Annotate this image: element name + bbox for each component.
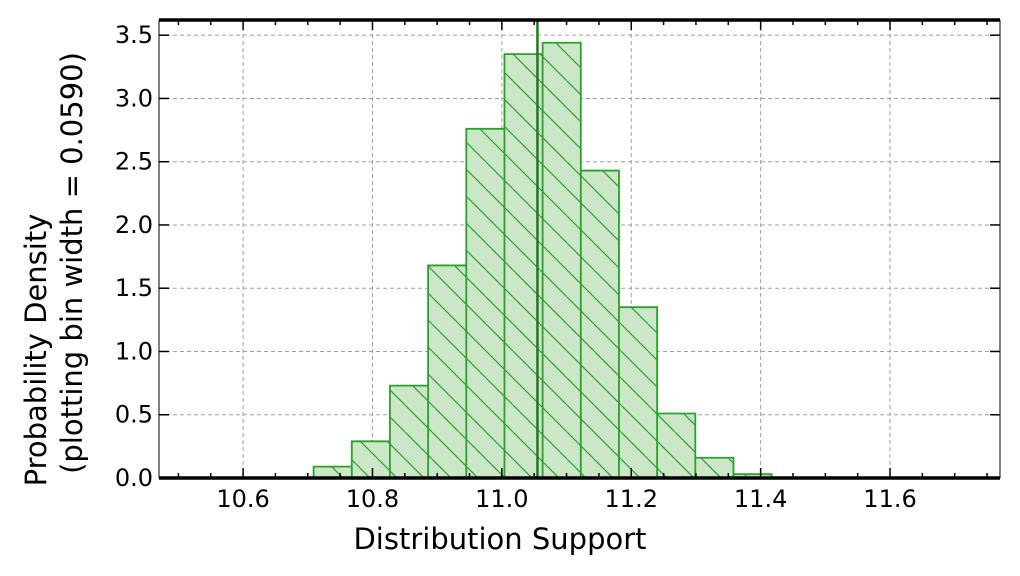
y-tick-label: 1.5 [115,274,153,302]
histogram-bar-hatch [351,441,390,478]
histogram-bar-hatch [542,42,581,478]
y-tick-label: 1.0 [115,337,153,365]
histogram-bar-hatch [389,385,429,478]
y-tick-label: 0.0 [115,464,153,492]
histogram-bar-hatch [428,265,467,478]
histogram-bar-hatch [618,307,658,478]
histogram-bars [312,41,773,478]
x-tick-label: 11.2 [605,485,658,513]
x-tick-label: 11.4 [734,485,787,513]
histogram-bar-hatch [695,457,734,478]
histogram-bar-hatch [657,413,696,478]
x-axis-ticks: 10.6 10.8 11.0 11.2 11.4 11.6 [177,20,988,513]
histogram-bar-hatch [580,170,619,478]
y-tick-label: 3.0 [115,84,153,112]
x-tick-label: 11.0 [475,485,528,513]
y-axis-title-line1: Probability Density [19,214,53,487]
x-axis-title: Distribution Support [353,522,646,556]
histogram-bar-hatch [733,474,772,478]
histogram-bar-hatch [313,466,352,478]
x-tick-label: 10.6 [216,485,269,513]
y-tick-label: 2.5 [115,148,153,176]
histogram-outline [312,41,773,478]
histogram-bar-hatch [466,128,505,478]
x-tick-label: 10.8 [346,485,399,513]
y-axis-ticks: 0.0 0.5 1.0 1.5 2.0 2.5 3.0 3.5 [115,21,1000,492]
x-tick-label: 11.6 [863,485,916,513]
plot-frame [158,18,1001,480]
y-tick-label: 0.5 [115,401,153,429]
y-tick-label: 2.0 [115,211,153,239]
y-axis-title-line2: (plotting bin width = 0.0590) [55,52,89,474]
y-tick-label: 3.5 [115,21,153,49]
